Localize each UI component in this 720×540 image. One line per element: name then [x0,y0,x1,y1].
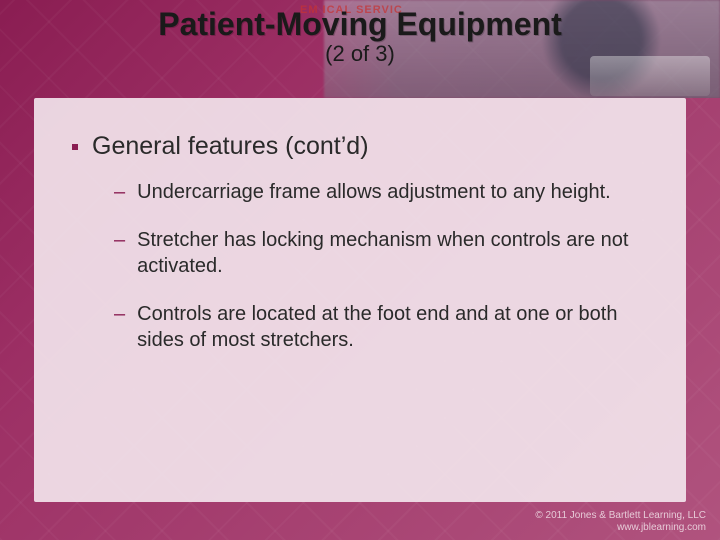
dash-icon: – [114,179,125,205]
bullet-icon [72,144,78,150]
title-block: Patient-Moving Equipment (2 of 3) [0,6,720,67]
bullet-level2-text: Stretcher has locking mechanism when con… [137,227,648,279]
bullet-level2-text: Controls are located at the foot end and… [137,301,648,353]
bullet-level2-text: Undercarriage frame allows adjustment to… [137,179,611,205]
bullet-level2: – Stretcher has locking mechanism when c… [114,227,648,279]
slide-title: Patient-Moving Equipment [0,6,720,43]
dash-icon: – [114,227,125,253]
bullet-level2: – Undercarriage frame allows adjustment … [114,179,648,205]
bullet-level1: General features (cont’d) [72,132,648,161]
slide-subtitle: (2 of 3) [0,41,720,67]
copyright-line: © 2011 Jones & Bartlett Learning, LLC [535,510,706,522]
bullet-level1-text: General features (cont’d) [92,132,369,161]
copyright-footer: © 2011 Jones & Bartlett Learning, LLC ww… [535,510,706,534]
bullet-level2: – Controls are located at the foot end a… [114,301,648,353]
copyright-url: www.jblearning.com [535,522,706,534]
dash-icon: – [114,301,125,327]
content-panel: General features (cont’d) – Undercarriag… [34,98,686,502]
